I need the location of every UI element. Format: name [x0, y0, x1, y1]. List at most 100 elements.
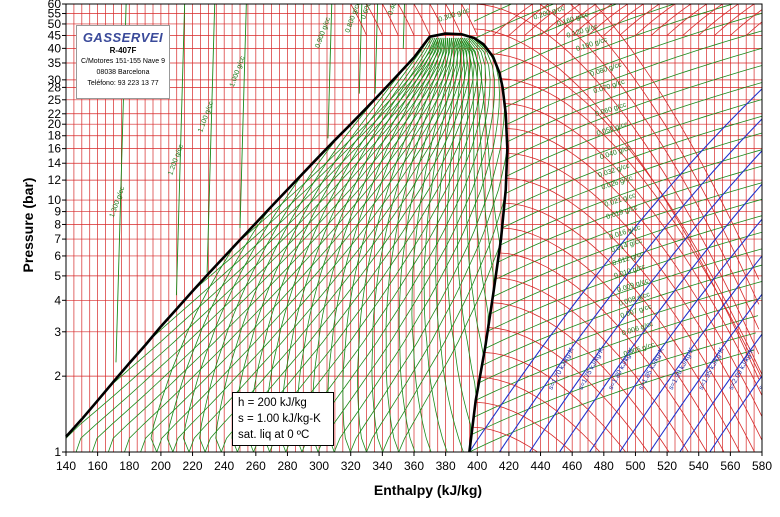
vapor-density-line [474, 4, 476, 5]
y-tick-label: 9 [54, 205, 61, 219]
y-tick-label: 50 [48, 17, 62, 31]
y-tick-label: 5 [54, 269, 61, 283]
vapor-density-line [499, 4, 676, 74]
y-tick-label: 7 [54, 232, 61, 246]
y-tick-label: 10 [48, 193, 62, 207]
x-tick-label: 520 [657, 459, 677, 473]
density-label: 1.300 g/cc [109, 185, 127, 218]
supercritical-isotherm [540, 4, 581, 36]
isotherm-line [507, 152, 762, 442]
liquid-density-line [374, 4, 379, 94]
vapor-density-line [501, 132, 762, 229]
x-axis-title: Enthalpy (kJ/kg) [374, 482, 482, 498]
vapor-density-line [503, 115, 762, 212]
quality-line [247, 37, 430, 452]
brand-box: GASSERVEI R-407F C/Motores 151-155 Nave … [76, 25, 170, 99]
isotherm-line [484, 352, 627, 452]
isotherm-line [490, 53, 762, 376]
isentrope-label: s=1.85 kJ/kg-K [638, 347, 666, 392]
isentrope-line [529, 149, 762, 452]
vapor-density-line [506, 65, 762, 160]
vapor-density-line [474, 4, 555, 39]
x-tick-label: 380 [436, 459, 456, 473]
vapor-density-line [484, 248, 762, 349]
vapor-density-line [492, 4, 618, 57]
supercritical-isotherm [556, 4, 597, 36]
quality-line [295, 37, 436, 452]
density-label: 0.050 g/cc [596, 121, 629, 138]
saturation-curve [65, 32, 509, 453]
isotherm-line [474, 28, 760, 380]
isentrope-line [589, 218, 762, 452]
supercritical-isotherm [413, 4, 431, 36]
y-tick-label: 1 [54, 445, 61, 459]
y-tick-label: 18 [48, 129, 62, 143]
x-tick-label: 280 [277, 459, 297, 473]
vapor-density-line [475, 298, 761, 401]
density-label: 1.200 g/cc [167, 143, 185, 176]
vapor-density-line [506, 82, 762, 177]
supercritical-isotherm [745, 21, 762, 36]
isotherm-line [498, 252, 708, 452]
isotherm-line [504, 103, 762, 397]
quality-line [371, 37, 445, 452]
reference-enthalpy: h = 200 kJ/kg [238, 397, 307, 409]
y-tick-label: 35 [48, 56, 62, 70]
density-label: 0.600 g/cc [360, 0, 378, 20]
isotherm-line [538, 4, 760, 330]
isotherm-line [594, 4, 760, 280]
reference-entropy: s = 1.00 kJ/kg-K [238, 413, 321, 425]
vapor-density-line [499, 149, 762, 246]
isotherm-line [500, 78, 762, 380]
x-tick-label: 160 [88, 459, 108, 473]
liquid-density-line [402, 4, 405, 49]
brand-logo: GASSERVEI [82, 30, 164, 45]
supercritical-isotherm [619, 4, 660, 36]
x-tick-label: 260 [246, 459, 266, 473]
y-axis-title: Pressure (bar) [20, 178, 36, 273]
vapor-density-line [470, 332, 756, 436]
y-tick-label: 12 [48, 173, 62, 187]
y-tick-label: 20 [48, 117, 62, 131]
vapor-density-line [497, 165, 762, 263]
quality-line [456, 37, 477, 452]
y-tick-label: 30 [48, 73, 62, 87]
vapor-density-line [506, 47, 762, 143]
isotherm-line [487, 327, 649, 452]
vapor-density-line [487, 231, 762, 332]
supercritical-isotherm [508, 4, 550, 36]
density-label: 1.100 g/cc [197, 100, 215, 133]
y-tick-label: 60 [48, 0, 62, 11]
x-tick-label: 460 [562, 459, 582, 473]
supercritical-isotherm [714, 4, 755, 36]
isotherm-lines [350, 4, 762, 452]
isentrope-line [679, 333, 762, 452]
supercritical-isotherm [571, 4, 613, 36]
reference-condition: sat. liq at 0 ºC [238, 429, 310, 441]
supercritical-isotherm [666, 4, 708, 36]
quality-line [435, 37, 464, 452]
x-tick-label: 320 [341, 459, 361, 473]
isotherm-line [501, 227, 725, 452]
supercritical-isotherm [635, 4, 676, 36]
isentrope-lines [468, 88, 762, 452]
y-tick-label: 14 [48, 156, 62, 170]
vapor-density-line [478, 281, 762, 384]
address-line-2: 08038 Barcelona [96, 69, 150, 76]
supercritical-isotherm [445, 4, 462, 36]
refrigerant-name: R-407F [109, 46, 137, 55]
quality-line [280, 37, 434, 452]
isotherm-line [506, 177, 755, 452]
supercritical-isotherm [460, 4, 478, 36]
vapor-density-line [494, 182, 762, 281]
reference-state-box: h = 200 kJ/kg s = 1.00 kJ/kg-K sat. liq … [232, 392, 334, 446]
supercritical-isotherm [698, 4, 739, 36]
x-tick-label: 420 [499, 459, 519, 473]
x-tick-label: 200 [151, 459, 171, 473]
quality-line [327, 37, 439, 452]
y-tick-label: 8 [54, 217, 61, 231]
density-label: 0.900 g/cc [314, 16, 332, 49]
density-label: 0.060 g/cc [594, 101, 627, 118]
x-tick-label: 220 [183, 459, 203, 473]
phone-line: Teléfono: 93 223 13 77 [87, 80, 159, 87]
